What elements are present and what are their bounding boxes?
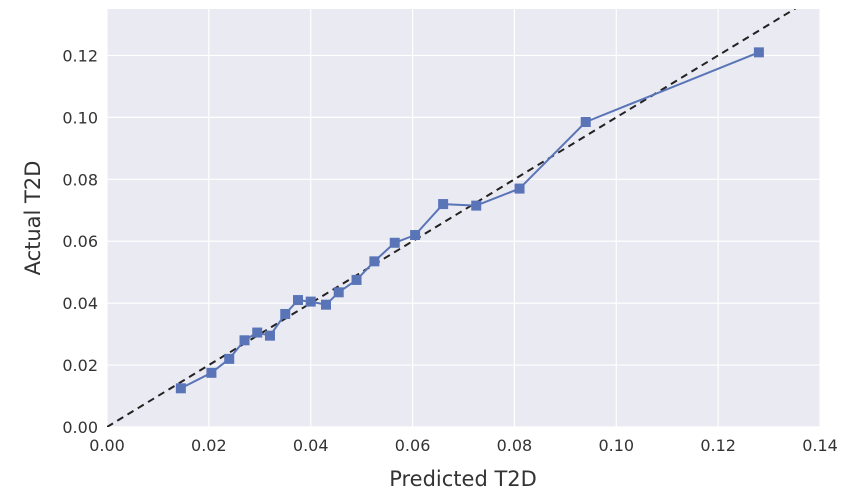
y-tick-label: 0.12 [62,46,98,65]
x-tick-label: 0.12 [700,436,736,455]
data-point [239,335,250,346]
data-point [206,367,217,378]
y-tick-label: 0.08 [62,170,98,189]
x-tick-label: 0.10 [598,436,634,455]
data-point [514,183,525,194]
x-tick-label: 0.00 [89,436,125,455]
data-point [252,327,263,338]
plot-layer [107,9,797,427]
data-point [333,287,344,298]
data-point [410,230,421,241]
data-point [351,274,362,285]
data-point [292,295,303,306]
x-tick-label: 0.02 [191,436,227,455]
grid-lines [106,9,821,428]
x-tick-labels: 0.00 0.02 0.04 0.06 0.08 0.10 0.12 0.14 [89,436,838,455]
data-point [305,296,316,307]
y-tick-labels: 0.00 0.02 0.04 0.06 0.08 0.10 0.12 [62,46,98,437]
data-point [580,117,591,128]
x-tick-label: 0.06 [395,436,431,455]
data-point [320,299,331,310]
data-point [264,330,275,341]
x-tick-label: 0.14 [802,436,838,455]
data-point [753,47,764,58]
y-tick-label: 0.02 [62,356,98,375]
data-point [224,353,235,364]
x-tick-label: 0.04 [293,436,329,455]
x-axis-label: Predicted T2D [389,467,537,491]
data-point [175,383,186,394]
y-tick-label: 0.06 [62,232,98,251]
y-tick-label: 0.04 [62,294,98,313]
data-point [389,237,400,248]
data-point [369,256,380,267]
data-point [438,199,449,210]
data-point [471,200,482,211]
y-axis-label: Actual T2D [21,161,45,276]
data-point [280,308,291,319]
y-tick-label: 0.00 [62,418,98,437]
x-tick-label: 0.08 [497,436,533,455]
y-tick-label: 0.10 [62,108,98,127]
